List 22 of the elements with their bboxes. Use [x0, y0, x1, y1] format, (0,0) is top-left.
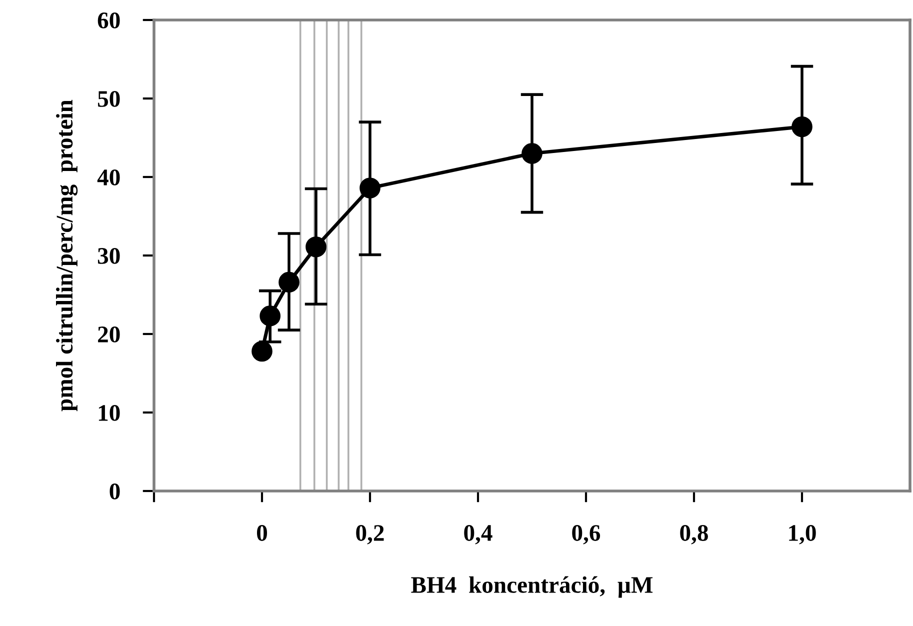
y-tick-label: 30	[98, 248, 120, 264]
x-tick-label: 0,2	[356, 525, 384, 544]
y-axis-title: pmol citrullin/perc/mg protein	[56, 100, 78, 412]
point	[260, 306, 281, 326]
x-tick-label: 0,6	[572, 525, 600, 544]
point	[792, 116, 812, 138]
y-tick-label: 20	[98, 326, 120, 342]
point	[252, 340, 272, 362]
point	[360, 178, 380, 198]
x-tick-label: 0,8	[680, 525, 708, 544]
y-tick-label: 10	[98, 404, 120, 421]
y-tick-label: 60	[98, 12, 120, 28]
y-tick-label: 40	[97, 169, 120, 186]
point	[522, 143, 542, 164]
x-tick-label: 0	[256, 525, 268, 541]
point	[306, 236, 326, 258]
y-tick-label: 50	[98, 90, 120, 107]
y-tick-label: 0	[110, 483, 120, 500]
x-axis-title: BH4 koncentráció, µM	[411, 576, 653, 598]
point	[278, 272, 300, 293]
x-tick-label: 0,4	[464, 525, 492, 544]
x-tick-label: 1,0	[789, 525, 816, 544]
